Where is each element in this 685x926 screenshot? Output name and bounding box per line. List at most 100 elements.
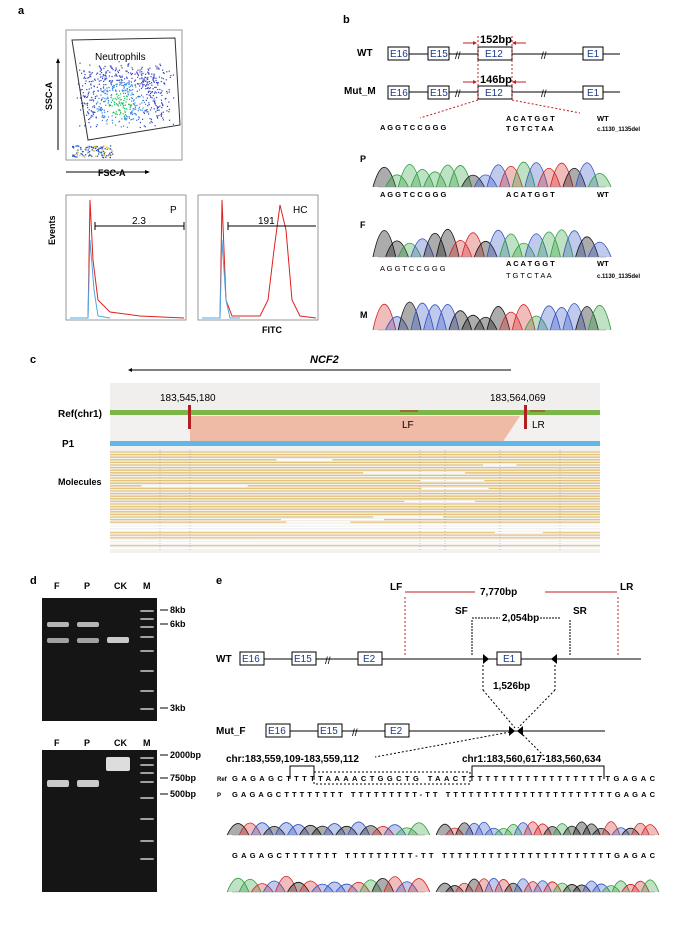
chromatogram-peak <box>582 880 601 893</box>
chromatogram-peak <box>238 878 262 893</box>
chromatogram-peak <box>435 228 460 258</box>
chromatogram-peak <box>553 882 572 893</box>
marker-label: 3kb <box>170 703 186 713</box>
gel-band <box>140 610 154 612</box>
gel-long-range <box>42 598 157 721</box>
chromatogram-peak <box>395 881 419 893</box>
chromatogram-peak <box>385 240 409 258</box>
chromatogram-peak <box>435 304 460 331</box>
panel-c-label: c <box>30 354 36 366</box>
chromatogram-peak <box>552 823 572 836</box>
svg-text:E15: E15 <box>294 654 312 665</box>
svg-text:E16: E16 <box>242 654 260 665</box>
svg-text:E2: E2 <box>363 654 376 665</box>
gel-band <box>106 757 130 771</box>
chromatogram-peak <box>435 823 455 836</box>
chromatogram-peak <box>397 242 422 258</box>
chromatogram-peak <box>263 825 286 836</box>
chromatogram-peak <box>592 828 611 836</box>
chromatogram-peak <box>238 822 262 836</box>
seq-right-wt: A C A T G G T <box>506 114 555 123</box>
breakpoint-right: chr1:183,560,617-183,560,634 <box>462 754 601 765</box>
ref-label: Ref(chr1) <box>58 409 102 420</box>
svg-text:Mut_M: Mut_M <box>344 86 376 97</box>
gel-band <box>140 618 154 620</box>
chromatogram-peak <box>543 881 562 893</box>
chromatogram-peak <box>299 880 322 893</box>
chromatogram-peak <box>524 162 549 188</box>
p-sequence: GAGAGCTTTTTTTT TTTTTTTTT-TT TTTTTTTTTTTT… <box>232 790 656 799</box>
chromatograms-b <box>372 161 612 331</box>
chromatogram-peak <box>592 883 611 893</box>
chromatogram-peak <box>371 877 395 893</box>
svg-text:A G G T C C G G G: A G G T C C G G G <box>380 264 446 273</box>
chromatogram-peak <box>465 878 484 893</box>
gel-band <box>77 638 99 643</box>
deletion-diagram: LF LR 7,770bp SF SR 2,054bp WT E16 E15 /… <box>216 582 641 758</box>
chromatogram-peak <box>372 304 397 331</box>
chromatogram-peak <box>371 826 394 836</box>
seq-left: A G G T C C G G G <box>380 123 447 132</box>
sample-m: M <box>360 310 368 320</box>
chromatogram-peak <box>448 310 473 331</box>
gene-structure-wt: WT E16 E15 // E12 // E1 152bp <box>357 34 620 62</box>
marker-label: 2000bp <box>170 750 202 760</box>
lane-label-ck: CK <box>114 581 127 591</box>
chromatogram-peak <box>435 882 455 893</box>
chromatogram-peak <box>601 885 621 893</box>
optical-map: 183,545,180 183,564,069 LF LR <box>110 383 600 553</box>
lane-label-m: M <box>143 738 151 748</box>
svg-text:WT: WT <box>597 259 609 268</box>
chromatogram-peak <box>250 883 274 893</box>
fsc-axis-label: FSC-A <box>98 168 126 178</box>
deletion-size: 1,526bp <box>493 681 530 692</box>
chromatogram-peak <box>575 162 599 188</box>
svg-text:WT: WT <box>597 190 609 199</box>
gel-band <box>140 858 154 860</box>
chromatograms-e <box>226 821 660 893</box>
svg-text://: // <box>455 89 461 100</box>
chromatogram-peak <box>511 242 536 258</box>
svg-text:E16: E16 <box>390 88 408 99</box>
histogram-hc: HC 191 <box>197 194 319 321</box>
chromatogram-peak <box>562 884 582 893</box>
chromatogram-peak <box>226 877 250 893</box>
ref-pos-right: 183,564,069 <box>490 393 546 404</box>
chromatogram-peak <box>410 168 435 188</box>
gel-band <box>140 708 154 710</box>
chromatogram-peak <box>263 880 286 893</box>
lane-label-ck: CK <box>114 738 127 748</box>
sample-p: P <box>360 154 366 164</box>
gel-band <box>140 626 154 628</box>
svg-text:E15: E15 <box>430 49 448 60</box>
primer-lf: LF <box>402 420 414 431</box>
chromatogram-peak <box>494 879 513 893</box>
svg-text:A G G T C C G G G: A G G T C C G G G <box>380 190 447 199</box>
svg-text:WT: WT <box>597 114 609 123</box>
p1-label: P1 <box>62 439 75 450</box>
chromatogram-peak <box>572 821 591 836</box>
chromatogram-peak <box>486 164 511 188</box>
molecules-label: Molecules <box>58 477 102 487</box>
gene-name: NCF2 <box>310 354 339 366</box>
marker-label: 6kb <box>170 619 186 629</box>
seq-right-mut: T G T C T A A <box>506 124 554 133</box>
gel-band <box>140 650 154 652</box>
chromatogram-peak <box>474 878 494 893</box>
chromatogram-peak <box>511 161 536 188</box>
lane-label-p: P <box>84 738 90 748</box>
svg-text:A C A T G G T: A C A T G G T <box>506 259 555 268</box>
chromatogram-peak <box>524 315 549 331</box>
svg-text://: // <box>352 728 358 739</box>
gel-band <box>47 622 69 627</box>
chromatogram-peak <box>621 883 640 893</box>
chromatogram-peak <box>395 827 419 836</box>
chromatogram-peak <box>445 827 464 836</box>
chromatogram-peak <box>486 230 511 258</box>
svg-text:WT: WT <box>216 654 232 665</box>
chromatogram-peak <box>275 822 298 836</box>
gel-band <box>140 764 154 766</box>
svg-text:E12: E12 <box>485 49 503 60</box>
svg-text:A C A T G G T: A C A T G G T <box>506 190 555 199</box>
